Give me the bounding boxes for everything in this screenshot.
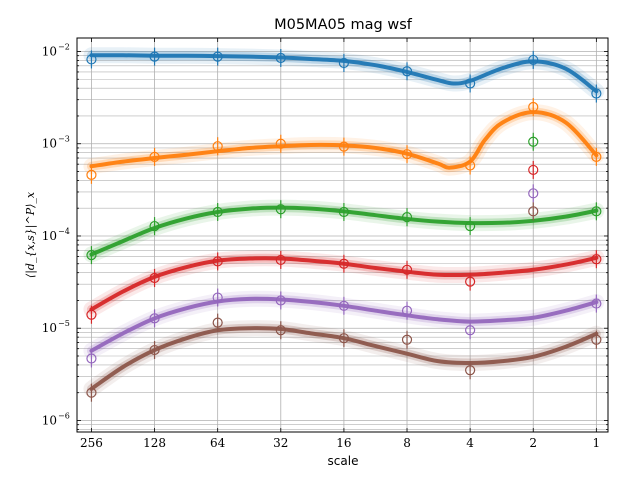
x-tick-label: 4 — [466, 436, 474, 450]
data-point — [465, 78, 476, 89]
data-point — [149, 220, 160, 232]
x-tick-label: 256 — [80, 436, 103, 450]
x-tick-label: 2 — [529, 436, 537, 450]
y-tick-exponent: −5 — [58, 319, 70, 328]
data-point — [275, 204, 286, 215]
data-point — [591, 254, 602, 265]
data-point — [149, 344, 160, 356]
data-point — [212, 256, 223, 267]
data-point — [212, 206, 223, 218]
y-tick-exponent: −6 — [58, 411, 70, 420]
chart-title: M05MA05 mag wsf — [274, 17, 413, 33]
y-tick-exponent: −2 — [58, 42, 70, 51]
data-point — [212, 141, 223, 152]
data-point — [465, 220, 476, 232]
data-point — [528, 164, 539, 176]
data-point — [149, 272, 160, 284]
x-axis-label: scale — [328, 454, 359, 468]
data-point — [86, 309, 97, 320]
data-point — [86, 387, 97, 398]
x-tick-label: 64 — [210, 436, 226, 450]
data-point — [86, 250, 97, 261]
series-2 — [83, 98, 605, 184]
y-tick-label: 10 — [42, 321, 57, 335]
y-tick-label: 10 — [42, 229, 57, 243]
y-tick-label: 10 — [42, 44, 57, 58]
data-point — [338, 300, 350, 311]
series-1 — [83, 47, 605, 103]
data-point — [149, 151, 160, 162]
y-tick-exponent: −4 — [58, 227, 70, 236]
x-tick-label: 32 — [273, 436, 288, 450]
data-point — [465, 365, 476, 376]
data-point — [401, 264, 413, 275]
data-point — [275, 295, 286, 306]
data-point — [275, 52, 286, 64]
data-point — [275, 325, 286, 336]
data-point — [528, 136, 539, 147]
data-point — [465, 325, 476, 336]
data-point — [86, 353, 97, 364]
data-point — [401, 334, 413, 345]
data-point — [528, 101, 539, 113]
data-point — [149, 51, 160, 62]
data-point — [338, 206, 350, 218]
series-4 — [83, 160, 605, 324]
data-point — [338, 333, 350, 344]
data-point — [401, 305, 413, 316]
x-tick-label: 8 — [403, 436, 411, 450]
y-tick-exponent: −3 — [58, 135, 70, 144]
data-point — [591, 298, 602, 309]
y-tick-label: 10 — [42, 413, 57, 427]
data-point — [401, 149, 413, 160]
y-tick-label: 10 — [42, 137, 57, 151]
data-point — [528, 206, 539, 217]
x-ticks: 256 128 64 32 16 8 4 2 1 — [80, 38, 600, 450]
data-point — [528, 188, 539, 199]
series-layer — [83, 47, 605, 402]
y-axis-label: ⟨|d_{x,s}|^P⟩_x — [24, 191, 38, 278]
x-tick-label: 128 — [143, 436, 166, 450]
data-point — [212, 292, 223, 303]
data-point — [212, 51, 223, 62]
data-point — [591, 88, 602, 99]
data-point — [591, 151, 602, 162]
data-point — [528, 54, 539, 66]
plot-frame — [76, 37, 609, 433]
series-5 — [83, 184, 605, 368]
y-ticks: 10−610−510−410−310−2 — [42, 42, 608, 430]
data-point — [591, 334, 602, 345]
data-point — [86, 54, 97, 65]
data-point — [401, 66, 413, 77]
series-line — [89, 110, 599, 170]
series-line — [89, 53, 599, 94]
data-point — [212, 317, 223, 328]
data-point — [275, 254, 286, 266]
x-tick-label: 1 — [593, 436, 601, 450]
data-point — [86, 169, 97, 180]
data-point — [465, 160, 476, 171]
data-point — [401, 212, 413, 223]
data-point — [591, 206, 602, 217]
data-point — [465, 276, 476, 287]
x-tick-label: 16 — [336, 436, 351, 450]
data-point — [149, 313, 160, 324]
series-6 — [83, 202, 605, 402]
data-point — [338, 141, 350, 152]
data-point — [275, 138, 286, 149]
data-point — [338, 258, 350, 269]
series-3 — [83, 132, 605, 265]
data-point — [338, 57, 350, 69]
